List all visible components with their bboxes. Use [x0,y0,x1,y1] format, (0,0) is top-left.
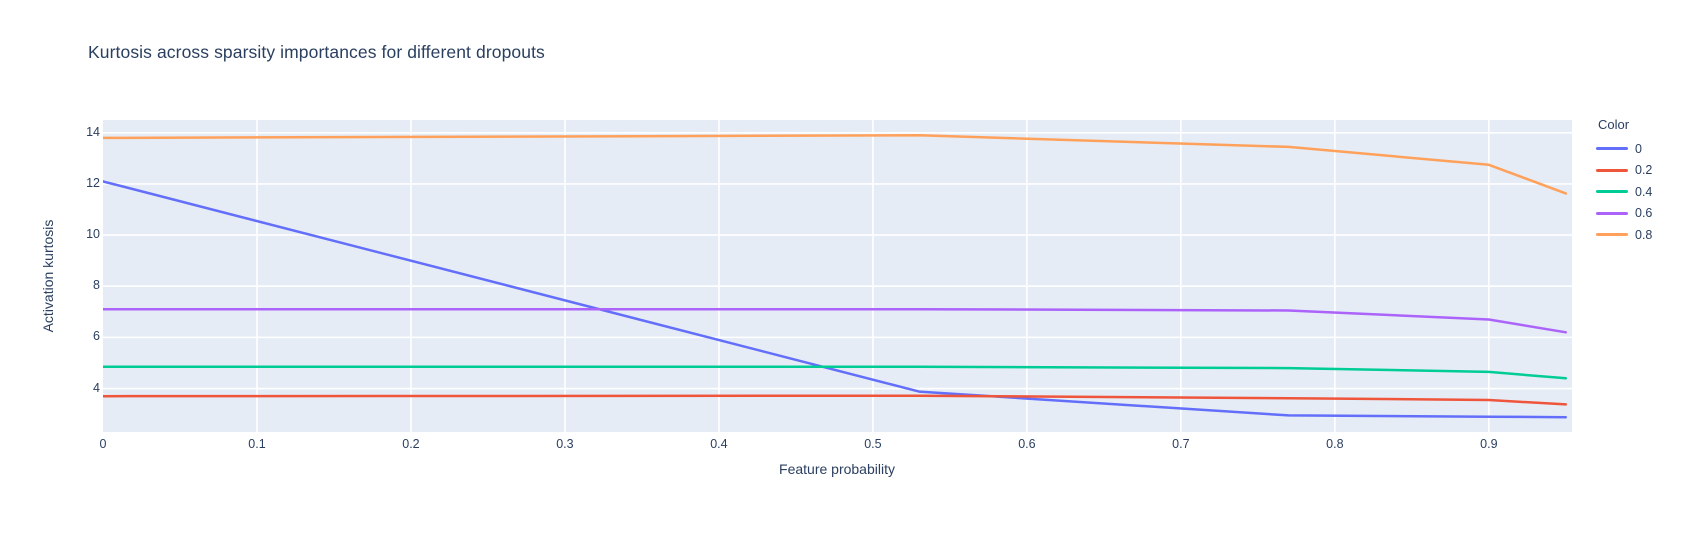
legend-item-0.4[interactable]: 0.4 [1596,181,1652,203]
legend-item-0[interactable]: 0 [1596,138,1652,160]
x-tick-label: 0 [99,437,107,451]
y-tick-label: 6 [93,329,100,344]
legend-label: 0.2 [1635,163,1653,178]
y-tick-label: 4 [93,380,100,395]
series-line-0.6 [103,307,1568,334]
y-tick-label: 14 [86,124,100,139]
plot-background [103,120,1572,432]
legend-line-swatch [1596,233,1628,237]
plot-area[interactable] [103,120,1572,432]
legend-item-0.6[interactable]: 0.6 [1596,203,1652,225]
series-line-0.4 [103,365,1568,380]
legend-items: 0 0.2 0.4 0.6 0.8 [1596,138,1652,246]
x-tick-label: 0.8 [1326,437,1344,451]
y-tick-label: 8 [93,278,100,293]
legend-item-0.8[interactable]: 0.8 [1596,224,1652,246]
y-axis-title: Activation kurtosis [40,219,56,333]
series-line-0.2 [103,394,1568,406]
x-tick-label: 0.6 [1018,437,1036,451]
legend-label: 0.6 [1635,206,1653,221]
x-tick-label: 0.3 [556,437,574,451]
x-tick-label: 0.9 [1480,437,1498,451]
x-tick-label: 0.7 [1172,437,1190,451]
chart-title: Kurtosis across sparsity importances for… [88,42,545,62]
legend-line-swatch [1596,190,1628,194]
x-tick-label: 0.4 [710,437,728,451]
legend-line-swatch [1596,147,1628,151]
x-tick-label: 0.1 [248,437,266,451]
series-line-0 [103,180,1568,419]
legend-item-0.2[interactable]: 0.2 [1596,160,1652,182]
series-line-0.8 [103,134,1568,195]
x-axis-title: Feature probability [779,461,895,477]
x-tick-label: 0.2 [402,437,420,451]
legend-line-swatch [1596,168,1628,172]
legend-label: 0 [1635,141,1642,156]
y-tick-label: 10 [86,227,100,242]
legend: Color 0 0.2 0.4 0.6 0.8 [1596,117,1652,246]
legend-label: 0.8 [1635,227,1653,242]
y-tick-label: 12 [86,175,100,190]
x-tick-label: 0.5 [864,437,882,451]
legend-line-swatch [1596,211,1628,215]
legend-label: 0.4 [1635,184,1653,199]
legend-title: Color [1598,117,1630,132]
